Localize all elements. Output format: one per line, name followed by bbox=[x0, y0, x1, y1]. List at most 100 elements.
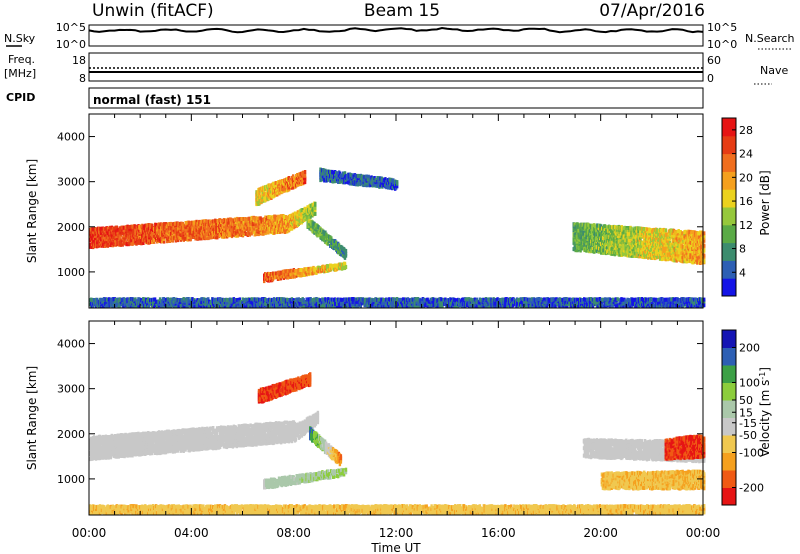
scatter-cell bbox=[115, 225, 118, 230]
scatter-cell bbox=[122, 297, 125, 302]
scatter-cell bbox=[343, 171, 347, 176]
scatter-cell bbox=[109, 238, 113, 243]
power-scatter-plot bbox=[89, 167, 706, 309]
scatter-cell bbox=[337, 249, 341, 254]
scatter-cell bbox=[302, 270, 305, 275]
scatter-cell bbox=[273, 230, 276, 235]
scatter-cell bbox=[118, 236, 121, 241]
scatter-cell bbox=[185, 225, 188, 230]
scatter-cell bbox=[150, 236, 153, 240]
freq-left-tick-low: 8 bbox=[79, 72, 86, 85]
scatter-cell bbox=[330, 236, 333, 241]
scatter-cell bbox=[171, 238, 175, 243]
scatter-cell bbox=[348, 181, 352, 186]
scatter-cell bbox=[369, 183, 372, 187]
scatter-cell bbox=[203, 219, 206, 224]
scatter-cell bbox=[312, 208, 315, 213]
scatter-cell bbox=[295, 220, 299, 225]
scatter-cell bbox=[134, 304, 137, 309]
scatter-cell bbox=[336, 266, 339, 271]
scatter-cell bbox=[208, 304, 211, 309]
scatter-cell bbox=[153, 297, 157, 302]
scatter-cell bbox=[308, 269, 311, 273]
scatter-cell bbox=[207, 297, 210, 302]
scatter-cell bbox=[341, 252, 345, 257]
scatter-cell bbox=[159, 304, 163, 308]
scatter-cell bbox=[343, 261, 347, 266]
scatter-cell bbox=[162, 237, 166, 241]
scatter-cell bbox=[148, 302, 151, 307]
scatter-cell bbox=[302, 209, 305, 214]
scatter-cell bbox=[315, 271, 318, 275]
scatter-cell bbox=[151, 239, 154, 244]
scatter-cell bbox=[319, 265, 322, 270]
scatter-cell bbox=[311, 268, 314, 273]
scatter-cell bbox=[268, 194, 271, 199]
scatter-cell bbox=[372, 180, 375, 185]
scatter-cell bbox=[121, 242, 124, 247]
date-title: 07/Apr/2016 bbox=[599, 1, 705, 21]
scatter-cell bbox=[344, 251, 348, 256]
scatter-cell bbox=[111, 304, 114, 309]
scatter-cell bbox=[332, 179, 335, 184]
scatter-cell bbox=[289, 177, 292, 182]
scatter-cell bbox=[314, 206, 317, 210]
scatter-cell bbox=[396, 184, 399, 189]
scatter-cell bbox=[102, 299, 106, 304]
scatter-cell bbox=[99, 297, 103, 302]
scatter-cell bbox=[376, 182, 379, 187]
scatter-cell bbox=[323, 234, 326, 239]
scatter-cell bbox=[92, 298, 96, 302]
scatter-cell bbox=[396, 180, 399, 185]
scatter-cell bbox=[279, 229, 282, 234]
scatter-cell bbox=[102, 297, 106, 301]
scatter-cell bbox=[119, 231, 122, 236]
scatter-cell bbox=[268, 218, 271, 223]
scatter-cell bbox=[115, 302, 118, 307]
scatter-cell bbox=[244, 231, 247, 236]
scatter-cell bbox=[157, 237, 160, 242]
freq-label: Freq. bbox=[8, 53, 35, 66]
scatter-cell bbox=[344, 265, 348, 269]
scatter-cell bbox=[307, 266, 310, 271]
scatter-cell bbox=[162, 297, 166, 301]
scatter-cell bbox=[273, 275, 277, 280]
noise-left-tick-high: 10^5 bbox=[56, 21, 86, 34]
scatter-cell bbox=[367, 174, 370, 179]
scatter-cell bbox=[322, 229, 325, 234]
scatter-cell bbox=[118, 304, 121, 309]
scatter-cell bbox=[325, 169, 328, 174]
scatter-cell bbox=[215, 232, 218, 237]
scatter-cell bbox=[130, 231, 133, 236]
scatter-cell bbox=[344, 249, 348, 253]
scatter-cell bbox=[183, 237, 186, 241]
scatter-cell bbox=[160, 237, 164, 241]
scatter-cell bbox=[227, 220, 231, 225]
scatter-cell bbox=[292, 185, 295, 190]
scatter-cell bbox=[215, 221, 218, 226]
scatter-cell bbox=[155, 222, 158, 227]
scatter-cell bbox=[279, 227, 282, 232]
scatter-cell bbox=[214, 218, 217, 223]
scatter-cell bbox=[162, 239, 166, 244]
scatter-cell bbox=[229, 217, 233, 222]
scatter-cell bbox=[191, 297, 194, 302]
frequency-panel: 18 8 60 0 Freq. [MHz] Nave bbox=[4, 52, 788, 85]
scatter-cell bbox=[127, 297, 130, 302]
scatter-cell bbox=[189, 237, 192, 242]
scatter-cell bbox=[292, 174, 295, 179]
scatter-cell bbox=[305, 272, 308, 277]
scatter-cell bbox=[343, 255, 347, 260]
scatter-cell bbox=[164, 222, 168, 226]
noise-right-tick-low: 10^0 bbox=[707, 38, 737, 51]
noise-right-tick-high: 10^5 bbox=[707, 21, 737, 34]
scatter-cell bbox=[197, 234, 200, 239]
scatter-cell bbox=[177, 303, 180, 308]
scatter-cell bbox=[315, 226, 318, 231]
scatter-cell bbox=[101, 233, 105, 238]
scatter-cell bbox=[344, 179, 348, 184]
scatter-cell bbox=[303, 180, 307, 185]
cpid-panel: normal (fast) 151 CPID bbox=[6, 87, 704, 109]
